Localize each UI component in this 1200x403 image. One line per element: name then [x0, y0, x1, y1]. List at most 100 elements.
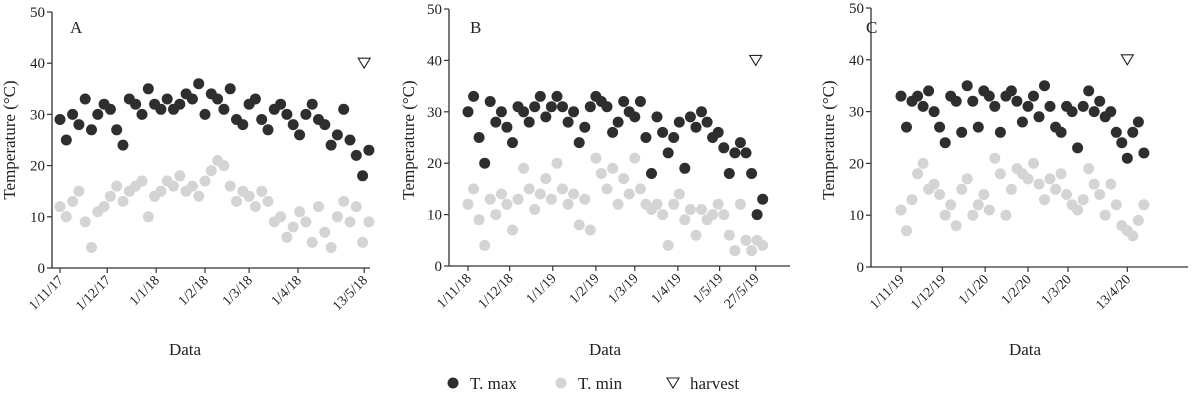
tmax-point	[79, 93, 91, 105]
tmin-point	[490, 209, 502, 221]
y-tick-label: 10	[427, 208, 442, 224]
tmin-point	[601, 183, 613, 195]
tmin-point	[98, 201, 110, 213]
tmin-point	[325, 242, 337, 253]
x-tick-label: 1/2/20	[999, 272, 1035, 308]
tmax-point	[540, 111, 552, 123]
tmin-point	[534, 188, 546, 200]
tmax-point	[130, 98, 142, 110]
tmin-point	[168, 180, 179, 192]
tmax-point	[568, 106, 580, 118]
y-tick-label: 50	[849, 1, 864, 17]
tmin-point	[934, 189, 946, 200]
tmax-point	[319, 119, 331, 131]
tmax-point	[696, 106, 707, 118]
x-tick-label: 1/3/19	[606, 271, 642, 307]
y-tick-label: 0	[38, 261, 46, 277]
tmin-point	[1099, 209, 1111, 221]
y-tick-label: 30	[849, 105, 864, 121]
y-axis-title: Temperature (°C)	[399, 80, 418, 199]
tmin-point	[518, 162, 530, 174]
tmax-point	[484, 96, 496, 107]
tmin-point	[1138, 199, 1150, 211]
tmax-point	[462, 106, 474, 118]
tmin-point	[734, 198, 746, 210]
tmin-point	[651, 198, 663, 210]
tmin-point	[313, 201, 324, 213]
tmax-point	[199, 108, 211, 120]
tmin-point	[562, 198, 574, 210]
x-tick-label: 13/4/20	[1093, 272, 1134, 313]
tmax-point	[224, 83, 236, 95]
tmax-point	[300, 108, 312, 120]
y-tick-label: 10	[30, 210, 45, 226]
tmin-point	[1077, 194, 1089, 206]
tmax-point	[473, 132, 485, 143]
tmin-point	[117, 195, 129, 207]
tmax-point	[92, 108, 104, 120]
tmax-point	[640, 132, 652, 143]
tmax-point	[468, 90, 480, 102]
tmax-point	[629, 111, 641, 123]
harvest-marker	[748, 54, 763, 67]
x-tick-label: 13/5/18	[330, 273, 371, 314]
x-axis-title: Data	[589, 340, 622, 359]
tmax-point	[237, 119, 249, 131]
tmin-point	[501, 198, 513, 210]
tmin-point	[595, 168, 607, 179]
tmin-point	[983, 204, 995, 216]
tmax-point	[956, 126, 968, 138]
tmin-point	[73, 185, 85, 197]
tmin-point	[256, 185, 268, 197]
tmax-point	[174, 98, 186, 110]
tmax-point	[294, 129, 306, 141]
tmin-point	[142, 211, 154, 223]
tmax-point	[895, 90, 907, 102]
tmax-point	[73, 119, 85, 131]
y-axis-title: Temperature (°C)	[0, 80, 19, 199]
tmax-point	[1110, 126, 1122, 138]
y-tick-label: 0	[857, 260, 865, 276]
tmin-point	[174, 170, 186, 182]
tmax-point	[657, 126, 669, 138]
tmax-point	[983, 90, 995, 102]
y-tick-label: 50	[30, 5, 45, 21]
tmin-point	[468, 183, 480, 195]
tmax-point	[1055, 126, 1067, 138]
tmax-point	[740, 147, 752, 159]
tmax-point	[1044, 100, 1056, 112]
x-axis-title: Data	[1009, 340, 1042, 359]
tmax-point	[634, 96, 646, 107]
tmin-point	[1088, 178, 1100, 190]
tmax-point	[1105, 106, 1117, 118]
tmin-point	[86, 242, 97, 253]
tmin-point	[612, 198, 624, 210]
tmin-point	[136, 175, 148, 187]
tmax-point	[1083, 85, 1095, 97]
tmin-point	[895, 204, 907, 216]
panel-c: 0 10 20 30 40 50 1/11/19 1/12/19 1/1/20 1/2/20 1/3…	[819, 1, 1188, 359]
tmax-point	[612, 116, 624, 128]
tmin-point	[557, 183, 568, 195]
tmin-point	[218, 160, 230, 172]
y-tick-label: 0	[435, 259, 443, 275]
tmin-point	[673, 188, 685, 200]
tmin-point	[1061, 189, 1073, 200]
x-tick-label: 1/4/19	[649, 271, 685, 307]
tmax-point	[193, 78, 205, 90]
tmax-point	[1066, 106, 1078, 118]
panel-a: 0 10 20 30 40 50 1/11/17 1/12/17 1/1/18 1/2/18 1/3…	[0, 5, 375, 359]
tmax-point	[690, 121, 702, 133]
tmax-point	[551, 90, 563, 102]
tmin-point	[618, 173, 630, 185]
tmax-point	[60, 134, 72, 146]
tmax-point	[618, 96, 630, 107]
legend-tmin-marker	[555, 377, 567, 389]
tmax-point	[701, 116, 713, 128]
tmin-point	[1083, 163, 1095, 175]
tmin-point	[281, 231, 293, 243]
tmax-point	[673, 116, 685, 128]
tmax-point	[67, 108, 79, 120]
tmax-point	[961, 80, 973, 92]
tmax-point	[1138, 147, 1150, 159]
